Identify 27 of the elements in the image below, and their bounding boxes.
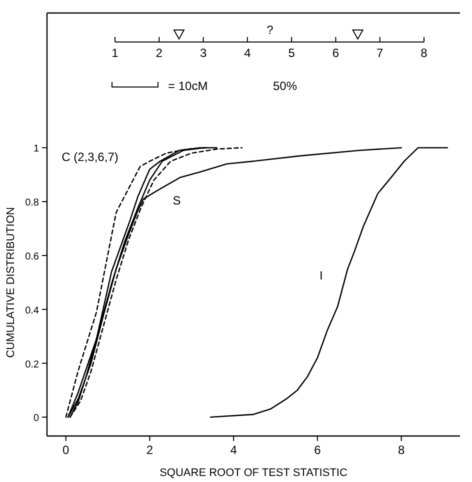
annotation: 5 xyxy=(288,46,296,60)
annotation: 50% xyxy=(273,79,298,93)
annotation: 4 xyxy=(244,46,252,60)
annotation: 6 xyxy=(332,46,340,60)
annotation: S xyxy=(172,193,181,208)
y-tick-label: 0.8 xyxy=(25,198,40,209)
annotation: 3 xyxy=(200,46,207,60)
annotation: 7 xyxy=(376,46,384,60)
annotation: ? xyxy=(266,23,274,37)
x-tick-label: 2 xyxy=(146,443,154,457)
annotation: = 10cM xyxy=(168,79,208,93)
annotation: 1 xyxy=(112,46,119,60)
annotation: 2 xyxy=(156,46,163,60)
annotation: C (2,3,6,7) xyxy=(62,150,118,164)
annotation: 8 xyxy=(420,46,428,60)
x-axis-title: SQUARE ROOT OF TEST STATISTIC xyxy=(160,467,348,479)
y-tick-label: 1 xyxy=(33,144,40,155)
x-tick-label: 8 xyxy=(398,443,405,457)
y-tick-label: 0.4 xyxy=(25,305,40,316)
x-tick-label: 4 xyxy=(230,443,238,457)
y-tick-label: 0.2 xyxy=(25,359,40,370)
x-tick-label: 6 xyxy=(314,443,322,457)
annotation: I xyxy=(320,268,323,283)
y-tick-label: 0 xyxy=(33,413,40,424)
x-tick-label: 0 xyxy=(62,443,70,457)
y-tick-label: 0.6 xyxy=(25,251,40,262)
y-axis-title: CUMULATIVE DISTRIBUTION xyxy=(5,207,17,358)
